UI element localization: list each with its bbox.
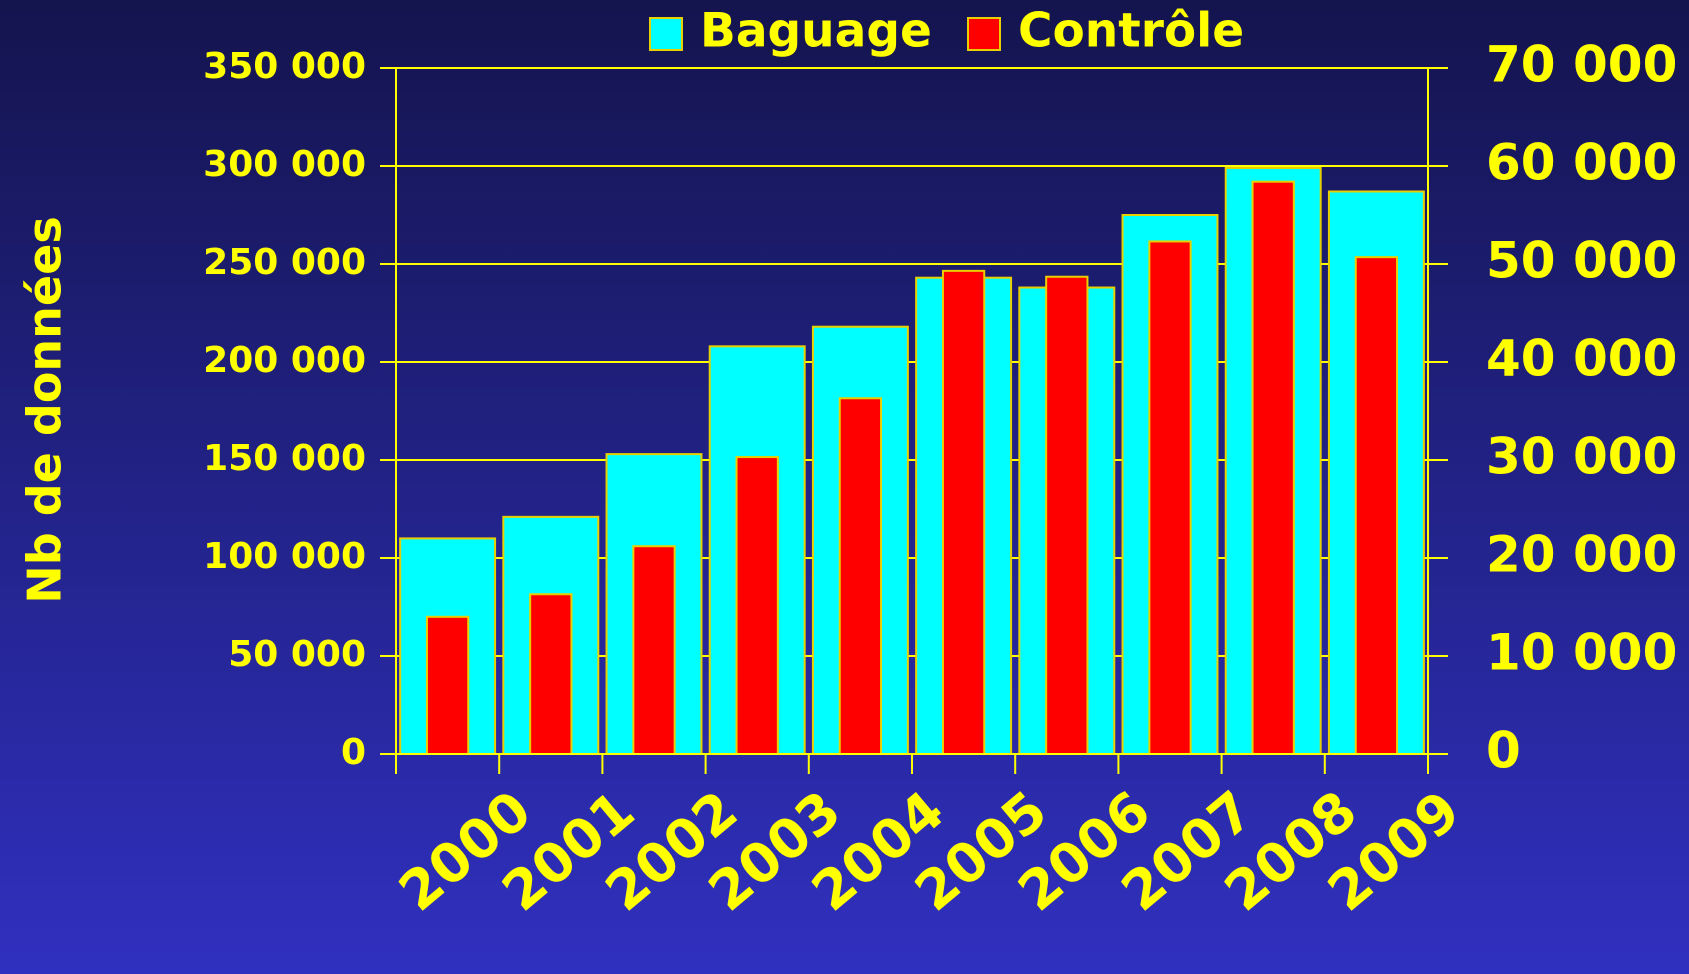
y2-tick-label: 70 000: [1486, 36, 1677, 94]
bar: [425, 615, 470, 755]
bar: [1251, 180, 1295, 755]
legend-label: Baguage: [700, 4, 932, 59]
bar: [632, 545, 676, 755]
bar: [1354, 256, 1399, 755]
legend-label: Contrôle: [1018, 4, 1244, 59]
y-tick-label: 200 000: [203, 340, 366, 381]
legend-swatch: [649, 17, 683, 51]
legend-swatch: [967, 17, 1001, 51]
y2-tick-label: 0: [1486, 722, 1521, 780]
bar: [1045, 275, 1089, 755]
y2-tick-label: 50 000: [1486, 232, 1677, 290]
y2-tick-label: 60 000: [1486, 134, 1677, 192]
y2-tick-label: 40 000: [1486, 330, 1677, 388]
y2-tick-label: 10 000: [1486, 624, 1677, 682]
y-tick-label: 350 000: [203, 46, 366, 87]
y2-tick-label: 20 000: [1486, 526, 1677, 584]
bar: [529, 593, 573, 756]
bar: [838, 397, 883, 755]
y-tick-label: 100 000: [203, 536, 366, 577]
y2-tick-label: 30 000: [1486, 428, 1677, 486]
y-tick-label: 250 000: [203, 242, 366, 283]
bar: [941, 269, 986, 755]
y-tick-label: 0: [341, 732, 366, 773]
y-tick-label: 50 000: [228, 634, 366, 675]
y-tick-label: 150 000: [203, 438, 366, 479]
y-tick-label: 300 000: [203, 144, 366, 185]
bar: [735, 456, 779, 755]
y-axis-title: Nb de données: [18, 216, 72, 603]
bar: [1148, 240, 1192, 755]
